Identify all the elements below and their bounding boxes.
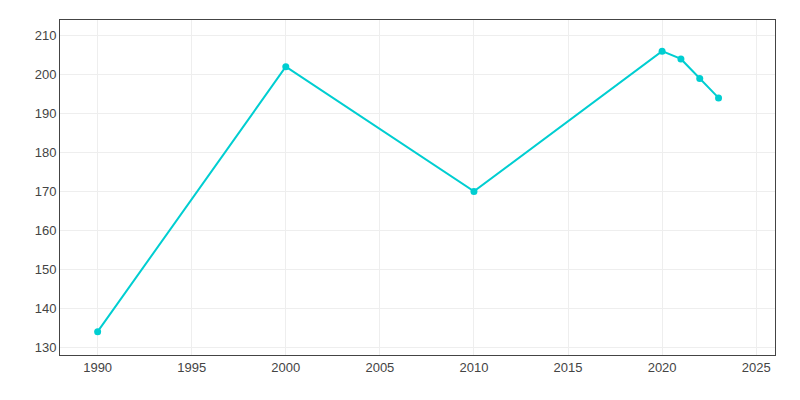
svg-text:2020: 2020 <box>648 360 677 375</box>
svg-text:2005: 2005 <box>365 360 394 375</box>
svg-text:1995: 1995 <box>177 360 206 375</box>
svg-text:170: 170 <box>35 184 57 199</box>
svg-text:2015: 2015 <box>554 360 583 375</box>
svg-text:200: 200 <box>35 67 57 82</box>
svg-text:2000: 2000 <box>271 360 300 375</box>
svg-text:150: 150 <box>35 262 57 277</box>
svg-text:210: 210 <box>35 28 57 43</box>
svg-text:190: 190 <box>35 106 57 121</box>
svg-text:140: 140 <box>35 301 57 316</box>
svg-text:180: 180 <box>35 145 57 160</box>
svg-text:1990: 1990 <box>83 360 112 375</box>
svg-text:160: 160 <box>35 223 57 238</box>
svg-text:2025: 2025 <box>742 360 771 375</box>
svg-text:130: 130 <box>35 340 57 355</box>
svg-text:2010: 2010 <box>459 360 488 375</box>
